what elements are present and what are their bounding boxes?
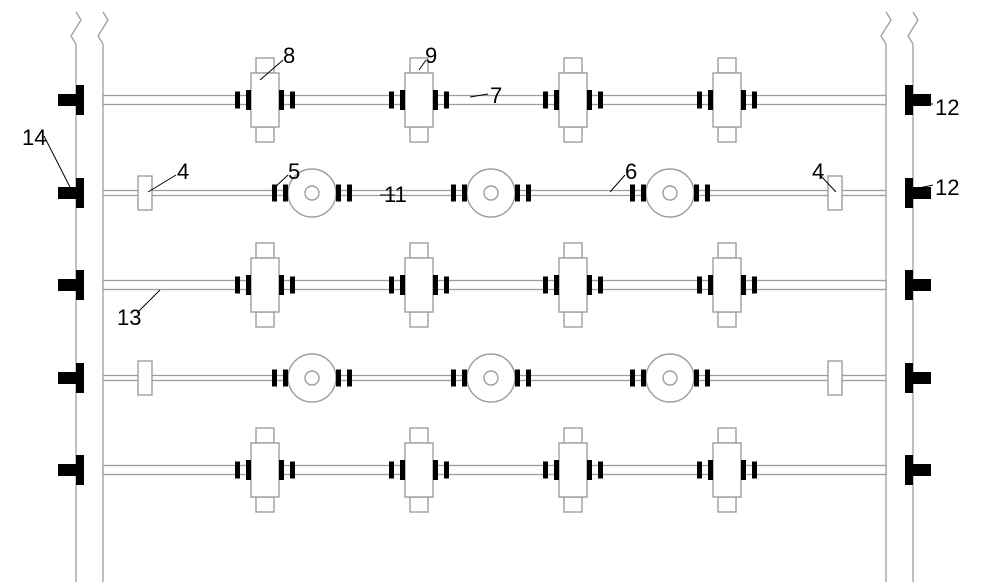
label-11: 11 (384, 182, 407, 208)
label-12-bottom: 12 (935, 175, 959, 201)
label-7: 7 (490, 83, 502, 109)
label-8: 8 (283, 43, 295, 69)
label-4-left: 4 (177, 159, 189, 185)
label-5: 5 (288, 159, 300, 185)
label-6: 6 (625, 159, 637, 185)
label-12-top: 12 (935, 95, 959, 121)
label-13: 13 (117, 305, 141, 331)
label-9: 9 (425, 43, 437, 69)
label-14: 14 (22, 125, 46, 151)
label-4-right: 4 (812, 159, 824, 185)
